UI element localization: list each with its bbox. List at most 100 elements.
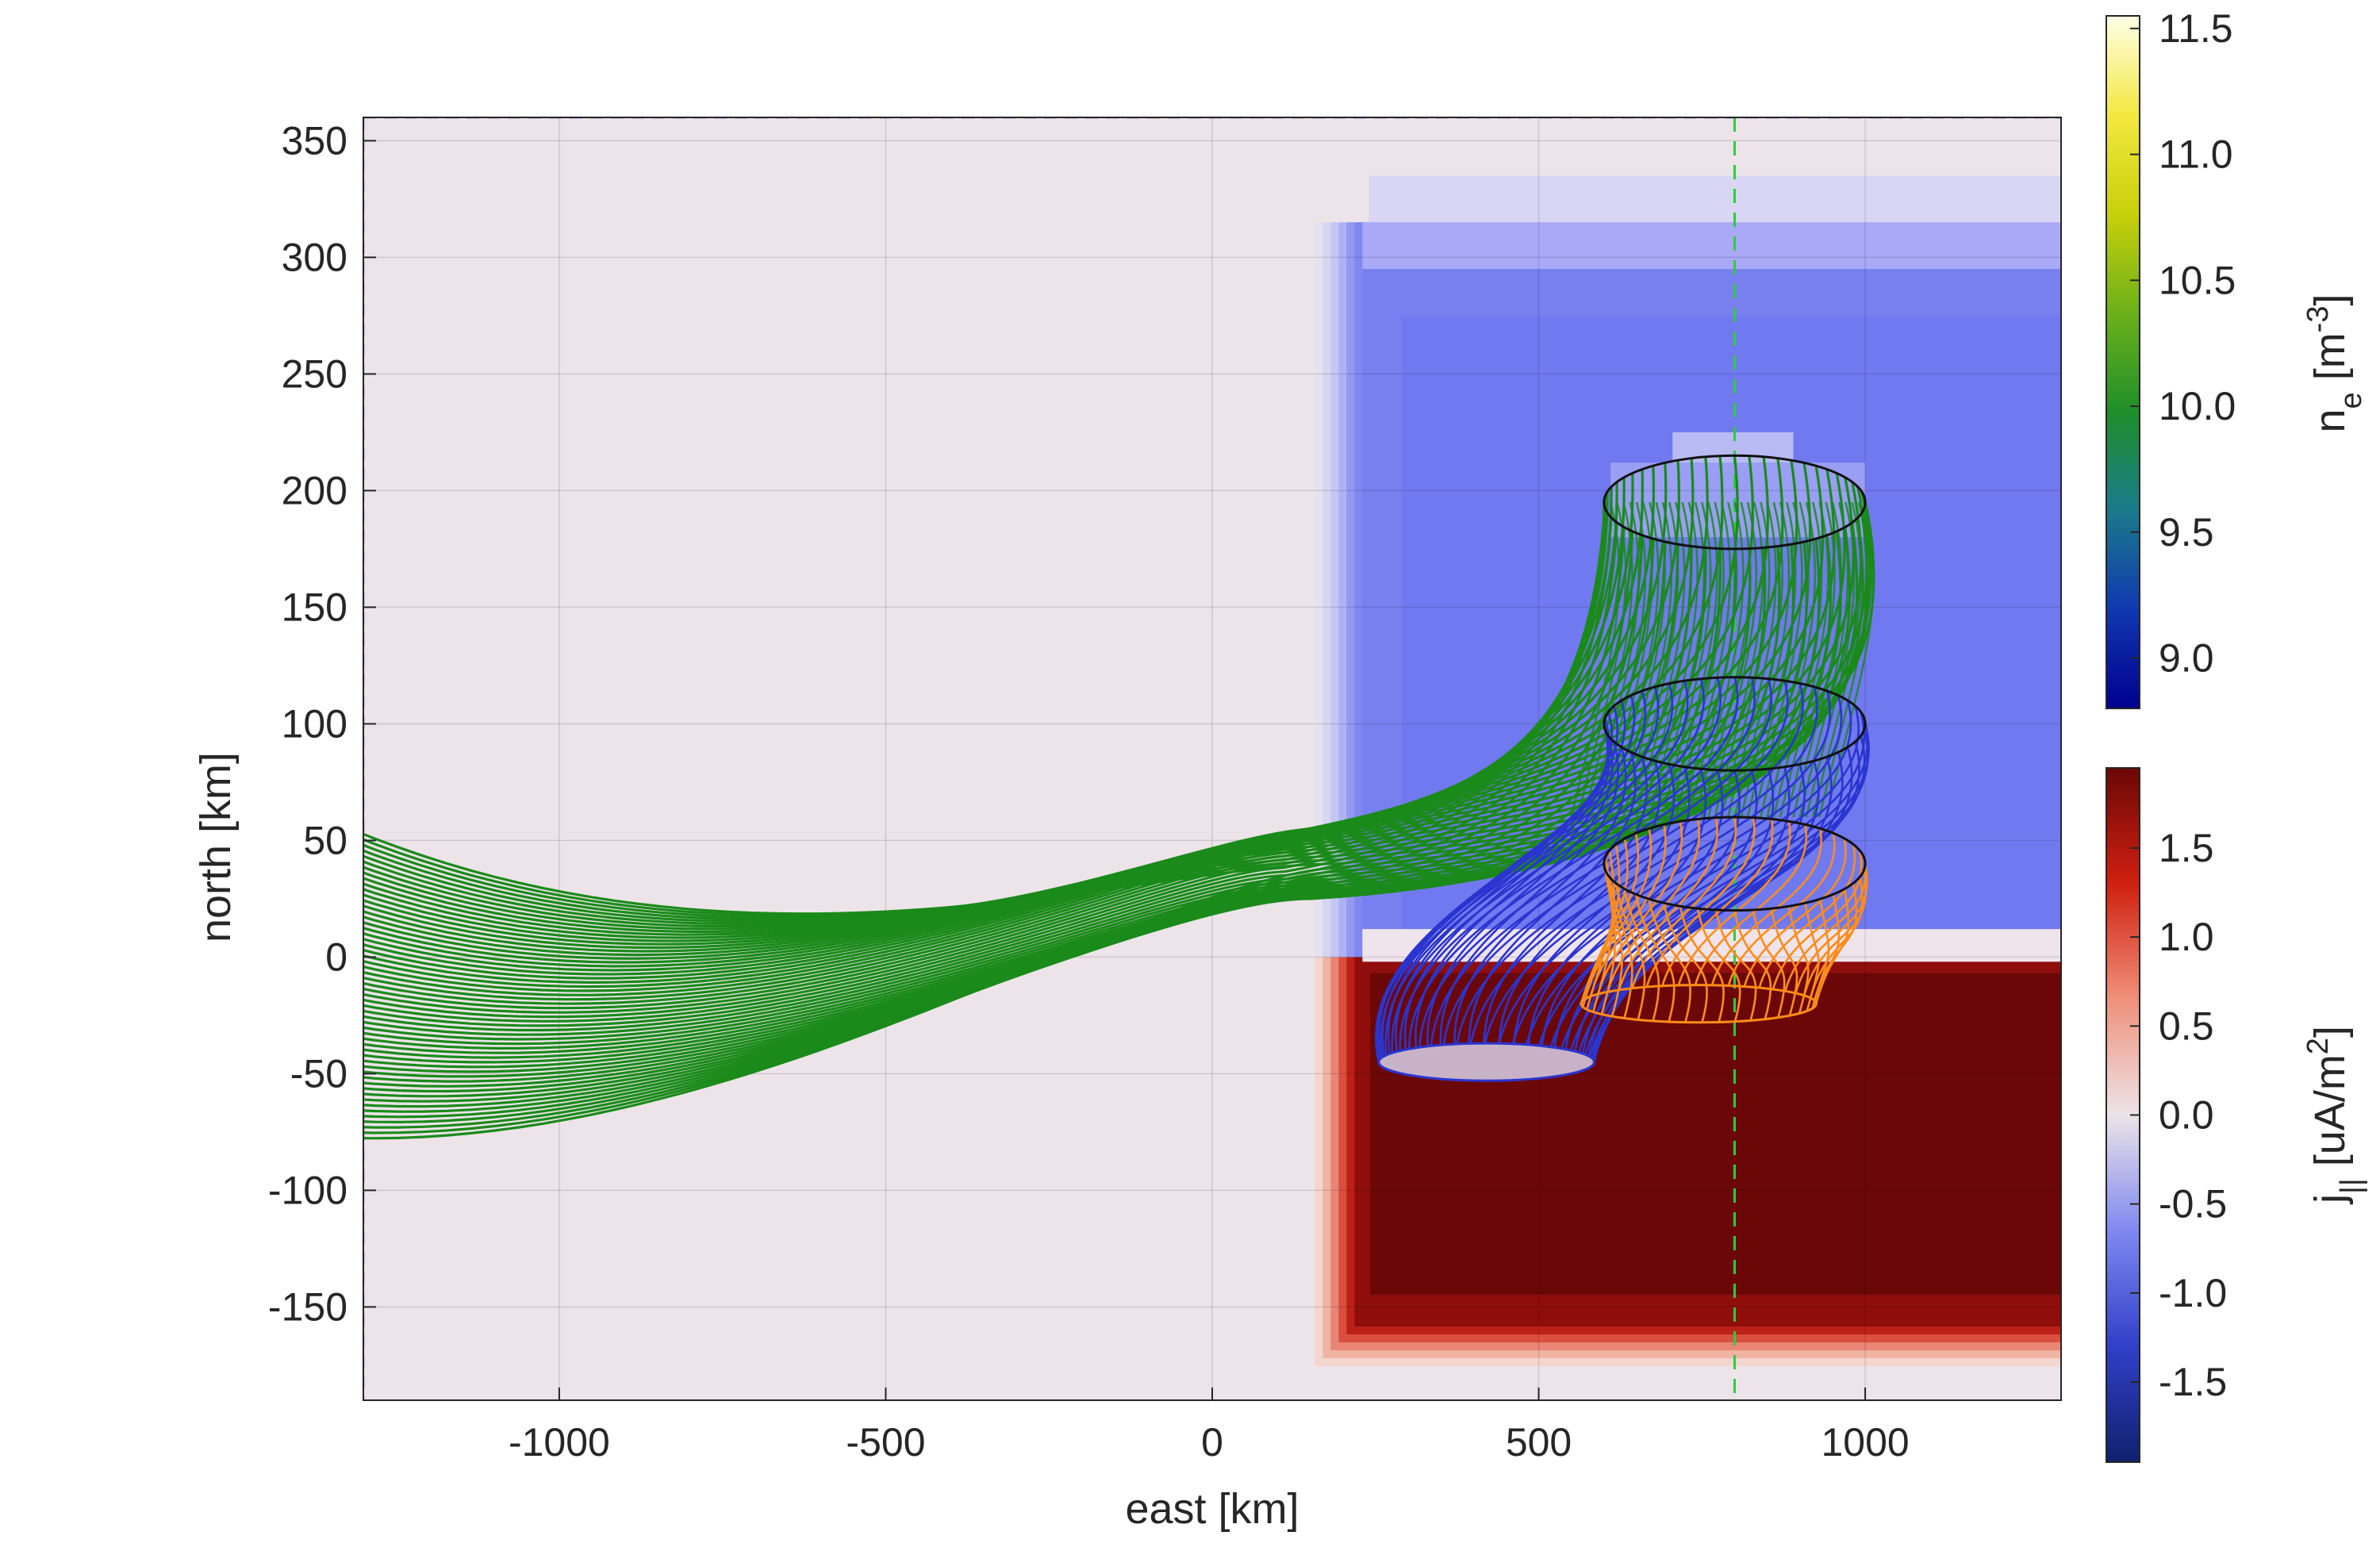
colorbar-tick-label: 1.5 xyxy=(2159,826,2214,870)
x-tick-label: -1000 xyxy=(509,1420,610,1464)
x-tick-label: -500 xyxy=(846,1420,925,1464)
orange-field-line xyxy=(1802,869,1868,996)
x-tick-label: 500 xyxy=(1506,1420,1572,1464)
blue-field-line xyxy=(1552,770,1724,1077)
orange-field-line xyxy=(1696,908,1741,1022)
green-field-line xyxy=(363,469,1645,980)
orange-field-line xyxy=(1679,906,1725,1023)
green-helix xyxy=(1675,501,1725,818)
green-helix xyxy=(1655,501,1706,818)
colorbar-tick-label: 10.0 xyxy=(2159,384,2236,428)
colorbar-tick-label: 0.5 xyxy=(2159,1004,2214,1048)
green-helix xyxy=(1668,501,1718,818)
colorbar-label: ne [m-3] xyxy=(2301,294,2368,433)
orange-field-line xyxy=(1608,877,1633,1019)
y-tick-label: 150 xyxy=(282,585,347,629)
green-helix xyxy=(1603,501,1653,818)
orange-field-line xyxy=(1645,817,1756,988)
orange-field-line xyxy=(1727,833,1836,986)
blue-bottom-ellipse xyxy=(1377,1042,1595,1082)
blue-field-line xyxy=(1562,770,1741,1076)
colorbar-bar xyxy=(2106,15,2140,709)
blue-field-line xyxy=(1403,724,1609,1076)
orange-field-line xyxy=(1580,838,1629,1005)
orange-field-line xyxy=(1758,844,1856,988)
colorbar-ne: 11.5 11.0 10.5 10.0 9.5 9.0 ne [m-3] xyxy=(2106,6,2368,709)
y-tick-label: 350 xyxy=(282,118,347,163)
orange-field-line xyxy=(1623,889,1660,1022)
orange-bottom-ellipse xyxy=(1580,984,1818,1024)
grid xyxy=(363,117,2061,1400)
blue-field-line xyxy=(1426,735,1614,1079)
orange-field-line xyxy=(1813,882,1858,1001)
green-helix xyxy=(1590,501,1640,818)
ne-second-band xyxy=(1362,222,2061,270)
colorbar-tick-label: 11.0 xyxy=(2159,132,2233,177)
green-helix xyxy=(1694,501,1745,818)
y-tick-label: -50 xyxy=(290,1051,347,1096)
blue-field-line xyxy=(1511,700,1852,1045)
green-field-line xyxy=(363,517,1613,1023)
orange-field-line xyxy=(1809,877,1864,999)
axes: -1000 -500 0 500 1000350300250200150100500-5… xyxy=(268,117,2062,1464)
orange-field-line xyxy=(1586,850,1615,1010)
blue-field-line xyxy=(1439,741,1619,1080)
blue-field-line xyxy=(1589,747,1853,1058)
blue-field-line xyxy=(1537,711,1865,1046)
y-tick-label: -100 xyxy=(268,1168,347,1212)
green-helix xyxy=(1681,501,1732,818)
orange-field-line xyxy=(1634,894,1676,1023)
orange-top-ellipse xyxy=(1603,816,1867,912)
colorbar-j: 1.5 1.0 0.5 0.0 -0.5 -1.0 -1.5 j|| [uA/m2] xyxy=(2106,767,2368,1463)
blue-field-line xyxy=(1569,729,1869,1051)
green-helix xyxy=(1766,501,1817,818)
green-helix xyxy=(1583,501,1633,818)
green-field-line xyxy=(363,477,1626,988)
green-top-ellipse xyxy=(1603,454,1867,551)
green-helix xyxy=(1812,501,1862,818)
green-helix xyxy=(1570,501,1621,818)
green-helix xyxy=(1825,501,1875,818)
green-field-line xyxy=(363,466,1656,976)
x-tick-label: 1000 xyxy=(1821,1420,1909,1464)
colorbar-tick-label: 0.0 xyxy=(2159,1093,2214,1138)
colorbar-tick-label: 10.5 xyxy=(2159,258,2236,302)
blue-top-ellipse xyxy=(1603,676,1867,772)
green-field-line xyxy=(363,482,1618,992)
green-helix xyxy=(1649,501,1699,818)
orange-field-line xyxy=(1618,817,1718,991)
green-field-line xyxy=(363,507,1606,1014)
green-field-line xyxy=(363,473,1634,985)
green-field-line xyxy=(363,538,1821,1103)
y-tick-label: 250 xyxy=(282,351,347,396)
green-helix xyxy=(1786,501,1836,818)
green-helix xyxy=(1779,501,1829,818)
blue-field-line xyxy=(1415,729,1610,1077)
green-helix xyxy=(1609,501,1660,818)
green-helix xyxy=(1576,501,1627,818)
colorbar-tick-label: 9.0 xyxy=(2159,636,2214,681)
orange-field-line xyxy=(1677,821,1791,986)
y-axis-title: north [km] xyxy=(192,752,240,942)
green-field-line xyxy=(363,502,1606,1010)
orange-field-line xyxy=(1714,909,1757,1021)
y-tick-label: 200 xyxy=(282,468,347,512)
blue-field-line xyxy=(1512,763,1676,1081)
x-tick-label: 0 xyxy=(1201,1420,1223,1464)
y-tick-label: 300 xyxy=(282,235,347,279)
y-tick-label: 50 xyxy=(303,818,347,862)
green-helix xyxy=(1752,501,1803,818)
blue-field-line xyxy=(1498,695,1843,1044)
colorbar-tick-label: 9.5 xyxy=(2159,510,2214,555)
colorbar-label: j|| [uA/m2] xyxy=(2301,1026,2368,1205)
colorbar-tick-label: 11.5 xyxy=(2159,6,2233,51)
ne-top-band xyxy=(1368,175,2061,223)
blue-field-line xyxy=(1483,756,1649,1081)
orange-field-line xyxy=(1604,869,1623,1017)
blue-field-line xyxy=(1453,747,1627,1081)
blue-field-line xyxy=(1468,751,1637,1081)
flux-tubes xyxy=(363,454,1875,1140)
y-tick-label: -150 xyxy=(268,1284,347,1329)
orange-field-line xyxy=(1733,910,1772,1019)
